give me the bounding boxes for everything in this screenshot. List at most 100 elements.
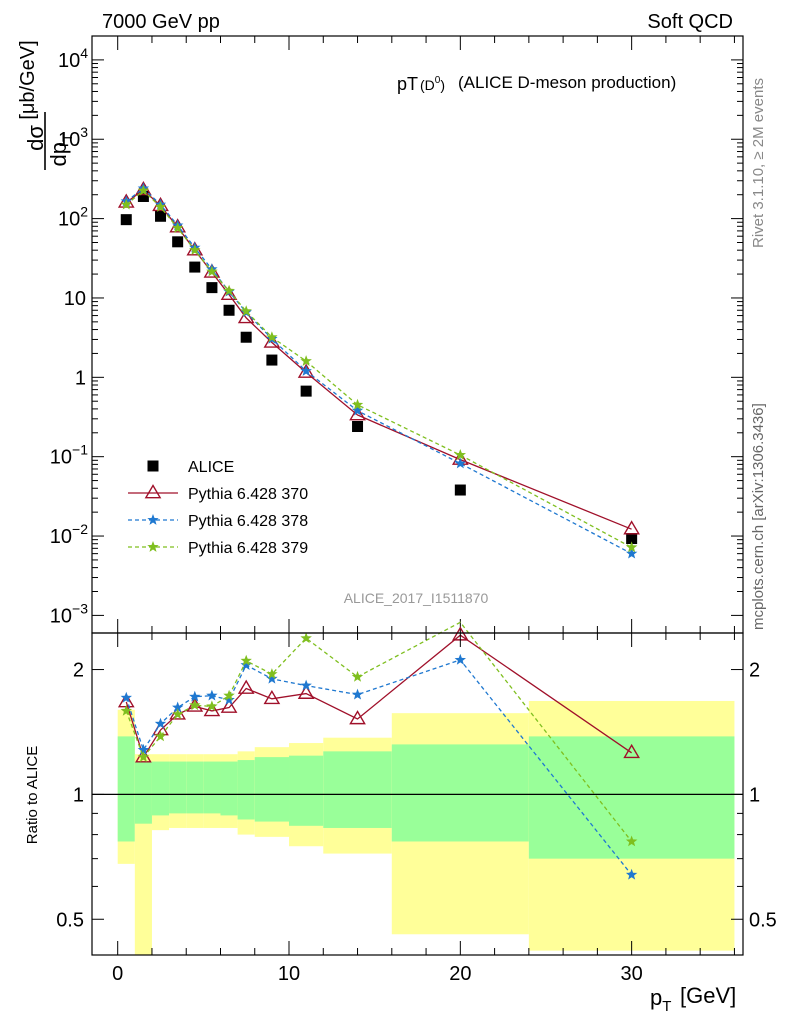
analysis-id-label: ALICE_2017_I1511870	[344, 590, 489, 606]
main-point-s0-2	[155, 210, 167, 222]
main-point-s0-1	[137, 190, 149, 202]
main-point-s0-3	[172, 236, 184, 248]
ylabel-unit: [μb/GeV]	[17, 40, 39, 119]
x-tick-label-1: 10	[278, 963, 300, 985]
main-plot-title: pT (D0) (ALICE D-meson production)	[397, 73, 676, 94]
ratio-point-s1-0	[120, 691, 132, 703]
ratio-point-s0-9	[297, 684, 315, 699]
green-band-bin-11	[391, 744, 529, 842]
x-tick-label-2: 20	[449, 963, 471, 985]
main-point-s3-5	[206, 265, 218, 277]
x-tick-label-0: 0	[112, 963, 123, 985]
main-point-s3-2	[154, 201, 167, 212]
main-point-s2-11	[454, 457, 466, 469]
main-title-close: )	[440, 77, 445, 93]
main-point-s0-9	[300, 385, 312, 397]
green-band-bin-7	[237, 760, 255, 820]
ratio-point-s0-5	[203, 701, 221, 717]
ratio-point-s2-3	[172, 708, 184, 720]
main-point-s3-11	[454, 449, 466, 460]
xlabel-p: p	[650, 985, 662, 1010]
ratio-y-axis-label: Ratio to ALICE	[24, 746, 41, 844]
mcplots-reference-label: mcplots.cern.ch [arXiv:1306.3436]	[750, 403, 767, 630]
ratio-ytick-label-0: 0.5	[56, 909, 84, 931]
main-point-s0-10	[352, 421, 364, 433]
ratio-point-s1-8	[266, 672, 278, 684]
main-point-s2-10	[351, 404, 364, 416]
ratio-point-s2-9	[300, 632, 312, 644]
header-category-label: Soft QCD	[647, 11, 733, 33]
main-point-s3-6	[223, 284, 235, 296]
legend-marker-0	[147, 460, 159, 472]
legend-marker-1	[144, 484, 162, 499]
ylabel-den-text: dp	[46, 142, 71, 166]
main-ytick-label-3: 1	[75, 367, 86, 389]
ratio-point-s1-12	[625, 868, 638, 880]
x-axis-label: pT [GeV]	[650, 983, 736, 1015]
main-title-pt: pT	[397, 74, 418, 94]
ratio-point-s1-5	[206, 689, 218, 701]
ratio-ytick-label-right-2: 2	[749, 660, 760, 682]
main-point-s2-12	[625, 547, 638, 559]
ratio-point-s1-6	[223, 693, 235, 705]
main-point-s0-11	[454, 484, 466, 496]
main-point-s1-7	[237, 309, 255, 324]
legend: ALICE Pythia 6.428 370 Pythia 6.428 378 Pyt…	[128, 459, 308, 557]
ratio-point-s2-8	[266, 668, 278, 679]
xlabel-unit: [GeV]	[680, 983, 736, 1008]
green-band-bin-10	[323, 751, 392, 828]
main-point-s1-12	[623, 520, 640, 535]
main-ytick-label-2: 10−1	[50, 442, 88, 469]
ratio-ytick-label-1: 1	[73, 784, 84, 806]
green-band-bin-0	[117, 736, 135, 842]
ratio-point-s0-6	[220, 698, 238, 713]
legend-label-2: Pythia 6.428 378	[188, 513, 308, 530]
main-title-sup: 0	[435, 75, 441, 86]
ylabel-numerator: dσ	[23, 125, 48, 151]
ratio-point-s2-5	[206, 700, 218, 712]
green-band-bin-2	[151, 761, 170, 816]
ratio-point-s1-1	[137, 743, 150, 755]
main-point-s3-0	[120, 198, 132, 210]
main-point-s1-9	[297, 363, 315, 378]
ratio-point-s0-7	[237, 679, 255, 694]
main-point-s0-12	[626, 533, 638, 545]
main-point-s1-3	[169, 218, 187, 233]
ratio-point-s0-10	[349, 710, 366, 725]
ylabel-den-sub: T	[59, 133, 75, 142]
xlabel-symbol: pT	[650, 985, 671, 1015]
legend-label-3: Pythia 6.428 379	[188, 540, 308, 557]
ratio-point-s2-12	[625, 835, 638, 847]
main-point-s3-9	[300, 355, 312, 366]
x-tick-label-3: 30	[621, 963, 643, 985]
rivet-version-label: Rivet 3.1.10, ≥ 2M events	[750, 78, 767, 248]
green-band-bin-5	[203, 761, 221, 814]
main-point-s2-9	[300, 365, 312, 376]
main-title-paren: (D	[420, 77, 435, 93]
main-point-s0-0	[120, 214, 132, 226]
main-point-s3-4	[189, 244, 201, 255]
green-band-bin-1	[134, 761, 152, 824]
main-y-axis-label: dσ dpT [μb/GeV]	[17, 40, 75, 170]
ratio-point-s1-11	[454, 653, 466, 665]
ratio-point-s2-1	[137, 751, 150, 762]
main-ytick-label-4: 10	[64, 288, 86, 310]
main-title-particle: (D0)	[420, 75, 445, 93]
ratio-ytick-label-right-1: 1	[749, 784, 760, 806]
green-band-bin-4	[186, 761, 204, 814]
ratio-ytick-label-2: 2	[73, 660, 84, 682]
main-point-s3-12	[625, 541, 638, 553]
ratio-point-s2-6	[223, 689, 235, 701]
ratio-point-s2-10	[351, 670, 364, 682]
legend-marker-2	[147, 514, 159, 525]
ratio-point-s2-2	[154, 730, 167, 742]
ratio-point-s2-7	[240, 654, 252, 666]
main-point-s0-7	[240, 331, 252, 343]
ratio-panel: 0.5 0.51 12 20 10 20 30	[56, 621, 777, 985]
ratio-point-s1-4	[189, 690, 201, 702]
xlabel-sub: T	[662, 998, 671, 1015]
green-band-bin-8	[254, 757, 290, 822]
main-ytick-label-6: 103	[58, 124, 88, 151]
header-collision-label: 7000 GeV pp	[102, 11, 220, 33]
ratio-point-s1-10	[351, 688, 364, 700]
